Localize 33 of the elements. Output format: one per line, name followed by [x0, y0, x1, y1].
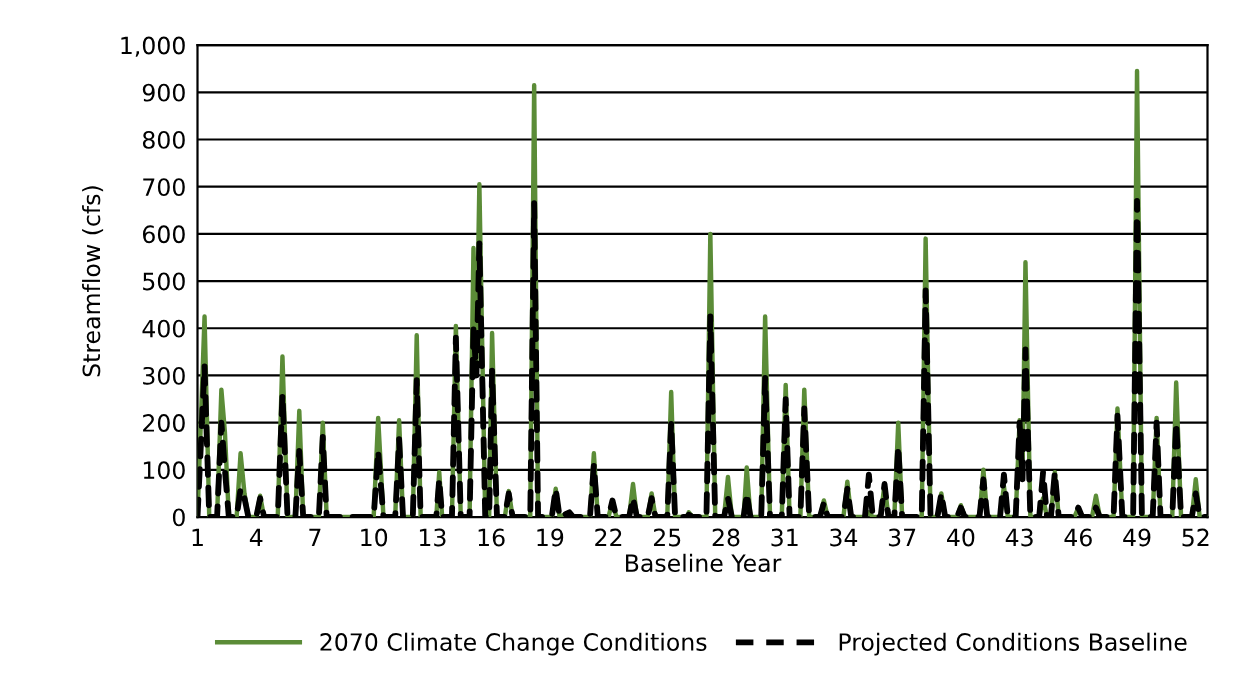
x-tick-label: 40	[947, 528, 975, 547]
x-tick-label: 43	[1005, 528, 1033, 547]
x-tick-label: 22	[595, 528, 622, 547]
y-tick-label: 100	[143, 461, 185, 480]
x-axis-title: Baseline Year	[626, 553, 782, 573]
legend-label: 2070 Climate Change Conditions	[320, 632, 707, 656]
y-tick-label: 400	[142, 319, 185, 338]
y-tick-label: 1,000	[121, 36, 185, 57]
x-tick-label: 49	[1123, 528, 1151, 547]
y-tick-label: 700	[143, 178, 185, 196]
x-tick-label: 7	[309, 528, 321, 547]
legend-label: Projected Conditions Baseline	[839, 632, 1187, 656]
x-tick-label: 13	[419, 528, 446, 547]
y-tick-label: 800	[142, 130, 185, 149]
y-tick-label: 0	[172, 508, 185, 527]
y-tick-label: 900	[142, 83, 185, 102]
x-tick-label: 46	[1064, 528, 1092, 547]
x-tick-label: 4	[249, 528, 263, 547]
x-tick-label: 10	[361, 528, 388, 547]
y-tick-label: 500	[143, 272, 185, 291]
y-tick-label: 600	[142, 225, 185, 244]
x-tick-label: 34	[830, 528, 858, 547]
y-tick-label: 200	[143, 414, 185, 432]
x-tick-label: 28	[712, 528, 740, 547]
x-tick-label: 25	[653, 528, 681, 547]
x-tick-label: 1	[192, 528, 203, 547]
x-tick-label: 31	[771, 528, 798, 547]
x-tick-label: 19	[537, 528, 564, 547]
y-axis-title: Streamflow (cfs)	[82, 186, 104, 377]
x-tick-label: 16	[478, 528, 505, 547]
y-tick-label: 300	[143, 366, 185, 385]
x-tick-label: 52	[1182, 528, 1209, 547]
x-tick-label: 37	[888, 528, 916, 547]
